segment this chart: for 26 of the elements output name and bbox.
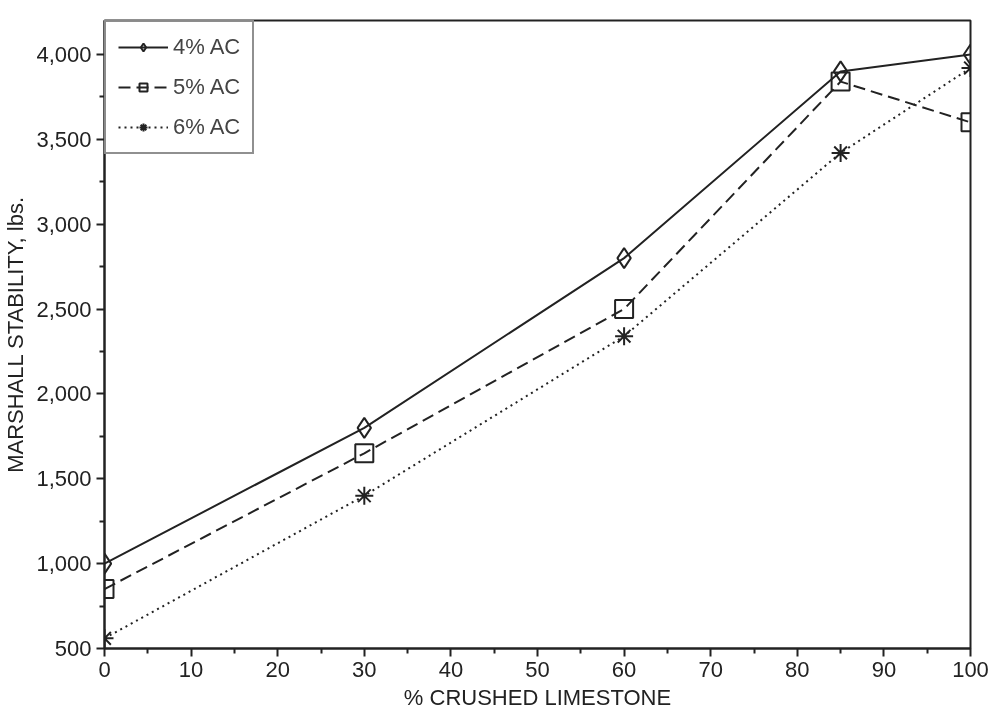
legend-label: 4% AC [173,34,241,60]
x-tick-label: 60 [611,656,637,682]
x-tick-label: 50 [525,656,550,682]
x-tick-label: 80 [785,656,810,682]
y-tick-label: 3,000 [36,211,92,237]
y-axis-title: MARSHALL STABILITY, lbs. [3,196,29,473]
x-axis-title: % CRUSHED LIMESTONE [403,684,672,710]
x-tick-label: 90 [871,656,897,682]
x-tick-label: 40 [438,656,464,682]
y-tick-label: 1,500 [36,466,92,492]
y-tick-label: 2,000 [36,381,92,407]
x-tick-label: 70 [698,656,723,682]
x-tick-label: 100 [952,656,989,682]
y-tick-label: 2,500 [36,296,92,322]
y-tick-label: 500 [54,636,92,661]
point [614,326,635,347]
legend-label: 6% AC [173,114,241,140]
x-tick-label: 30 [352,656,377,682]
y-tick-label: 3,500 [36,126,92,152]
x-tick-label: 20 [265,656,290,682]
y-tick-label: 4,000 [36,41,92,67]
point [614,299,635,320]
y-tick-label: 1,000 [36,551,92,577]
legend-label: 5% AC [173,74,241,100]
x-tick-label: 0 [98,656,111,682]
x-tick-label: 10 [178,656,204,682]
